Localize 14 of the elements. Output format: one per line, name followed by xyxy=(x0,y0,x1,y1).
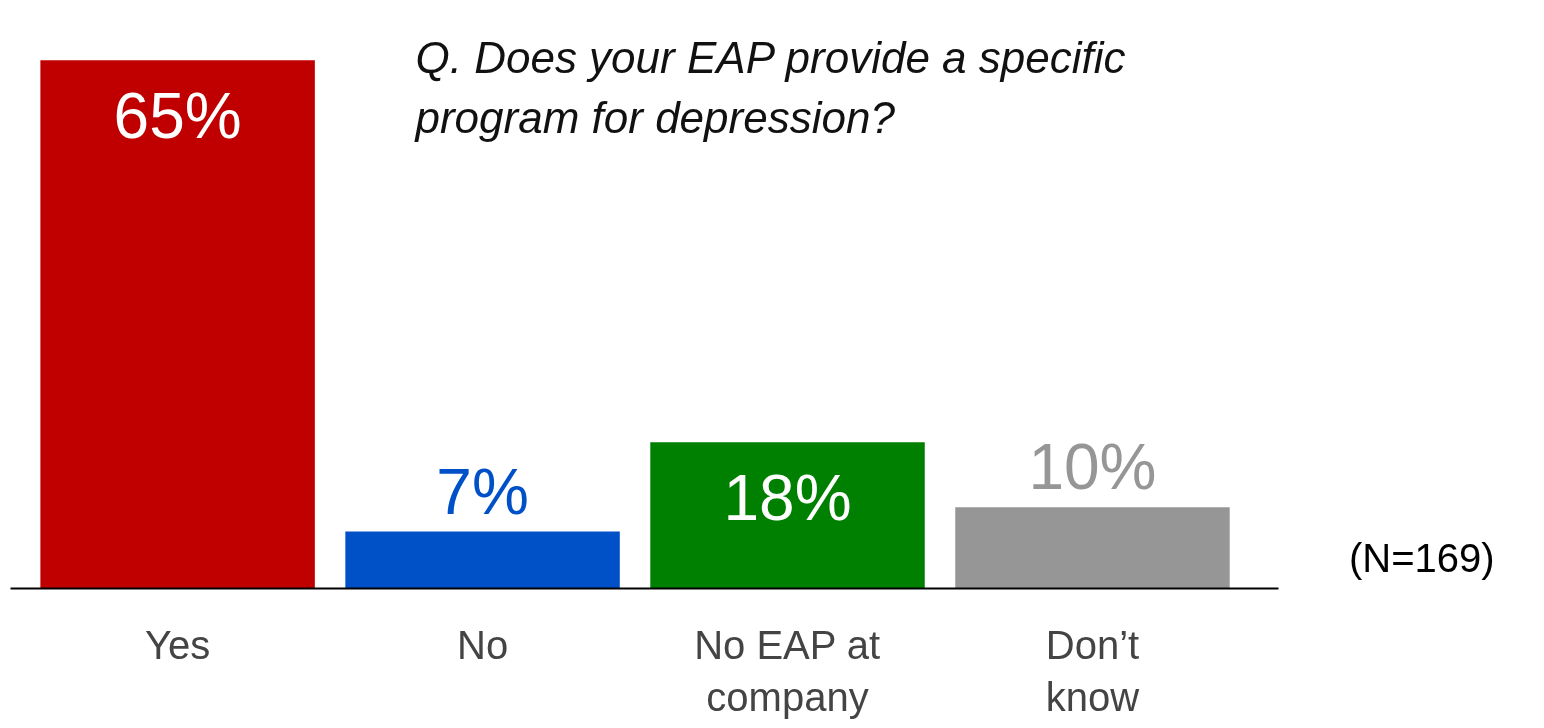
x-tick-label: Don’t know xyxy=(1045,622,1140,720)
data-label: 18% xyxy=(723,462,852,535)
bar xyxy=(345,531,620,589)
chart-title: Q. Does your EAP provide a specific program for depression? xyxy=(413,32,1126,142)
x-tick-label: Yes xyxy=(144,622,211,667)
data-label: 65% xyxy=(113,80,242,153)
data-label: 10% xyxy=(1028,431,1157,504)
x-tick-label: No EAP at company xyxy=(694,622,881,720)
data-label: 7% xyxy=(436,455,529,528)
bar xyxy=(40,60,315,589)
bar xyxy=(650,442,925,589)
x-tick-label: No xyxy=(457,622,509,667)
bar xyxy=(955,507,1230,589)
text: (N=169) xyxy=(1349,535,1495,582)
